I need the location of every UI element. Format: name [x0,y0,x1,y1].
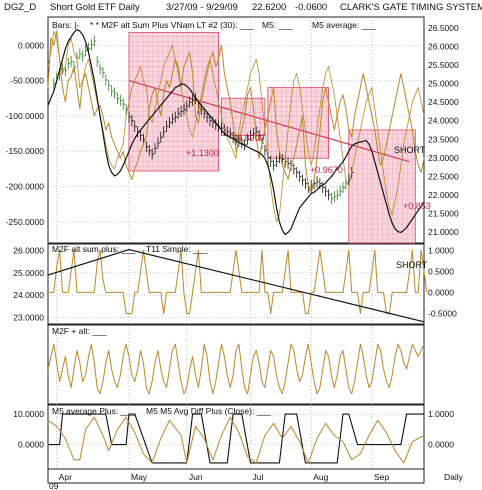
annotation-gain-3: +0.9670 [310,165,343,175]
p2-right-tick: 1.0000 [428,245,454,255]
p2-left-tick: 23.0000 [13,312,44,322]
month-label-sep: Sep [374,472,389,482]
main-left-tick: 0.0000 [18,40,44,50]
p4-left-tick: 10.0000 [13,409,44,419]
last-price: 22.6200 [252,2,287,13]
annotation-short-gate: SHORT [396,260,428,270]
p2-left-tick: 25.0000 [13,268,44,278]
date-range: 3/27/09 - 9/29/09 [166,2,238,13]
m5-average-line [47,29,425,236]
t11-simple-line [47,249,425,323]
legend-m5-average-plus: M5 average Plus: ___ [52,406,135,416]
main-right-tick: 26.5000 [428,23,459,33]
m5-avg-diff-plus-line [47,416,425,464]
p2-right-tick: -0.5000 [428,308,457,318]
legend-m5-average: M5 average: ___ [312,20,376,30]
m2f-alt-oscillator-line [47,343,425,395]
m2f-sum-line [47,30,425,195]
legend-t11-simple: T11 Simple: ___ [146,244,208,254]
main-left-tick: -250.0000 [6,217,45,227]
legend-m5: M5: ___ [262,20,293,30]
annotation-gain-1: +1.1300 [186,148,219,158]
main-right-tick: 25.5000 [428,60,459,70]
p4-right-tick: 1.0000 [428,409,454,419]
p4-left-tick: 0.0000 [18,440,44,450]
main-left-tick: -50.0000 [10,76,44,86]
m2f-alt-sum-panel-frame [47,243,425,325]
month-label-apr: Apr [59,472,72,482]
main-left-tick: -150.0000 [6,146,45,156]
p2-left-tick: 26.0000 [13,246,44,256]
main-right-tick: 22.5000 [428,171,459,181]
main-right-tick: 23.5000 [428,134,459,144]
main-right-tick: 22.0000 [428,190,459,200]
legend-m5-avg-diff: M5 M5 Avg Diff Plus (Close): ___ [146,406,271,416]
gate-line [48,249,428,314]
year-label: 09 [49,481,59,490]
main-right-tick: 21.0000 [428,227,459,237]
instrument-name: Short Gold ETF Daily [50,2,140,13]
main-right-tick: 24.5000 [428,97,459,107]
x-axis-frame [47,468,425,484]
trend-line [128,79,410,163]
legend-m2f-sum: * * M2F alt Sum Plus VNam LT #2 (30): __… [90,20,254,30]
main-right-tick: 24.0000 [428,116,459,126]
main-left-tick: -200.0000 [6,182,45,192]
main-right-tick: 21.5000 [428,208,459,218]
legend-bars: Bars: |- [52,20,79,30]
system-name: CLARK'S GATE TIMING SYSTEM © [340,2,482,13]
symbol-label: DGZ_D [4,2,37,13]
p4-right-tick: 0.0000 [428,440,454,450]
signal-box [221,97,266,137]
month-label-jun: Jun [189,472,203,482]
main-left-tick: -100.0000 [6,111,45,121]
month-label-jul: Jul [252,472,263,482]
p2-right-tick: 0.5000 [428,266,454,276]
main-right-tick: 26.0000 [428,42,459,52]
m2f-alt-panel-frame [47,324,425,405]
legend-m2f-alt-sum-plus: M2F alt sum plus: ___ [52,244,136,254]
main-right-tick: 23.0000 [428,153,459,163]
main-right-tick: 25.0000 [428,79,459,89]
period-label: Daily [444,472,464,482]
m5-line [47,30,425,223]
p2-left-tick: 24.0000 [13,290,44,300]
p2-right-tick: 0.0000 [428,287,454,297]
price-change: -0.0600 [295,2,328,13]
month-label-may: May [131,472,148,482]
annotation-loss-2: -0.8200 [234,133,265,143]
annotation-gain-4: +0.853 [403,201,431,211]
legend-m2f-plus-alt: M2F + alt: ___ [52,326,107,336]
annotation-short-main: SHORT [394,145,426,155]
main-panel-frame [47,16,425,244]
month-label-aug: Aug [313,472,328,482]
m5-average-plus-line [48,413,424,464]
